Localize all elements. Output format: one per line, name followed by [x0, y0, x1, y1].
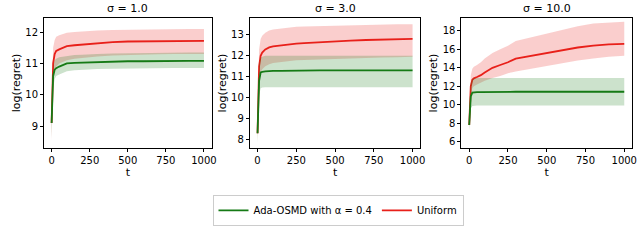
- svg-text:1000: 1000: [612, 155, 637, 166]
- svg-text:log(regret): log(regret): [10, 54, 23, 113]
- svg-text:750: 750: [576, 155, 595, 166]
- svg-text:12: 12: [443, 81, 456, 92]
- svg-text:11: 11: [231, 71, 244, 82]
- svg-text:14: 14: [443, 62, 456, 73]
- svg-text:log(regret): log(regret): [427, 54, 440, 113]
- svg-text:0: 0: [254, 155, 260, 166]
- svg-text:8: 8: [237, 134, 243, 145]
- svg-text:11: 11: [25, 58, 38, 69]
- svg-text:500: 500: [537, 155, 556, 166]
- svg-text:12: 12: [25, 27, 38, 38]
- svg-text:t: t: [545, 166, 550, 179]
- svg-text:9: 9: [237, 113, 243, 124]
- svg-text:t: t: [333, 166, 338, 179]
- svg-text:13: 13: [231, 29, 244, 40]
- svg-text:10: 10: [231, 92, 244, 103]
- svg-text:8: 8: [449, 118, 455, 129]
- svg-text:t: t: [126, 166, 131, 179]
- svg-text:500: 500: [118, 155, 137, 166]
- svg-text:250: 250: [498, 155, 517, 166]
- svg-text:0: 0: [48, 155, 54, 166]
- svg-text:log(regret): log(regret): [216, 54, 229, 113]
- svg-text:Ada-OSMD with α = 0.4: Ada-OSMD with α = 0.4: [254, 205, 372, 216]
- svg-text:10: 10: [25, 89, 38, 100]
- svg-text:750: 750: [364, 155, 383, 166]
- svg-text:18: 18: [443, 25, 456, 36]
- svg-text:σ = 10.0: σ = 10.0: [523, 2, 571, 15]
- svg-text:σ = 3.0: σ = 3.0: [315, 2, 356, 15]
- svg-text:6: 6: [449, 136, 455, 147]
- svg-text:250: 250: [287, 155, 306, 166]
- svg-text:250: 250: [80, 155, 99, 166]
- svg-text:σ = 1.0: σ = 1.0: [107, 2, 148, 15]
- svg-text:9: 9: [32, 121, 38, 132]
- svg-text:Uniform: Uniform: [417, 205, 457, 216]
- svg-text:1000: 1000: [400, 155, 425, 166]
- svg-text:1000: 1000: [191, 155, 216, 166]
- svg-text:750: 750: [156, 155, 175, 166]
- svg-text:10: 10: [443, 99, 456, 110]
- svg-text:12: 12: [231, 50, 244, 61]
- svg-text:500: 500: [326, 155, 345, 166]
- svg-text:0: 0: [466, 155, 472, 166]
- svg-text:16: 16: [443, 44, 456, 55]
